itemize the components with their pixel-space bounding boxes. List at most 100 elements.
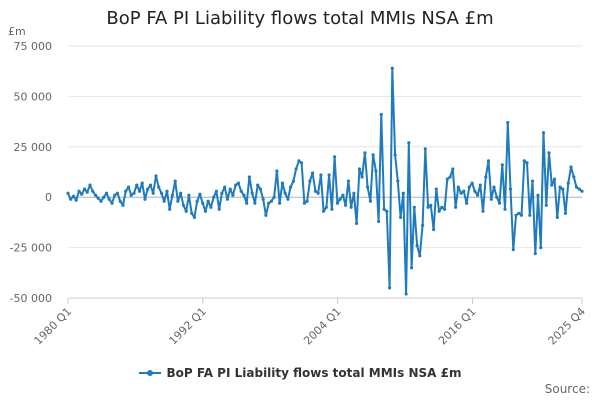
data-point bbox=[258, 187, 262, 191]
data-point bbox=[495, 195, 499, 199]
x-tick-label: 2004 Q1 bbox=[301, 305, 344, 348]
y-tick-label: 50 000 bbox=[14, 90, 53, 103]
data-point bbox=[275, 169, 279, 173]
data-point bbox=[503, 207, 507, 211]
data-point bbox=[346, 179, 350, 183]
data-point bbox=[561, 187, 565, 191]
data-point bbox=[316, 191, 320, 195]
data-point bbox=[530, 179, 535, 183]
data-point bbox=[102, 195, 106, 199]
data-point bbox=[368, 199, 372, 203]
data-point bbox=[522, 159, 526, 163]
data-point bbox=[415, 244, 419, 248]
data-point bbox=[269, 199, 273, 203]
series-line bbox=[67, 67, 583, 295]
data-point bbox=[443, 207, 447, 211]
data-point bbox=[198, 192, 202, 196]
data-point bbox=[115, 191, 120, 195]
data-point bbox=[492, 185, 496, 189]
data-point bbox=[357, 167, 361, 171]
data-point bbox=[289, 185, 293, 189]
data-point bbox=[176, 199, 180, 203]
data-point bbox=[536, 193, 540, 197]
data-point bbox=[236, 181, 240, 185]
data-point bbox=[168, 207, 172, 211]
data-point bbox=[85, 190, 89, 194]
data-point bbox=[137, 189, 142, 193]
series-line-group bbox=[66, 66, 584, 296]
data-point bbox=[574, 185, 579, 189]
data-point bbox=[212, 195, 216, 199]
data-point bbox=[418, 254, 422, 258]
data-point bbox=[363, 151, 367, 155]
data-point bbox=[148, 183, 153, 187]
data-point bbox=[80, 192, 84, 196]
data-point bbox=[456, 185, 460, 189]
data-point bbox=[261, 197, 265, 201]
data-point bbox=[170, 193, 174, 197]
y-tick-label: 75 000 bbox=[14, 40, 53, 53]
data-point bbox=[82, 187, 87, 191]
data-point bbox=[511, 248, 515, 252]
data-point bbox=[410, 266, 414, 270]
data-point bbox=[96, 196, 100, 200]
data-point bbox=[247, 175, 251, 179]
data-point bbox=[253, 201, 257, 205]
data-point bbox=[93, 193, 98, 197]
data-point bbox=[333, 155, 337, 159]
data-point bbox=[192, 215, 196, 219]
data-point bbox=[476, 193, 480, 197]
data-point bbox=[165, 189, 169, 193]
data-point bbox=[313, 189, 317, 193]
data-point bbox=[228, 187, 232, 191]
data-point bbox=[393, 153, 397, 157]
y-tick-label: -25 000 bbox=[10, 242, 52, 255]
data-point bbox=[349, 205, 353, 209]
data-point bbox=[107, 197, 111, 201]
data-point bbox=[465, 201, 469, 205]
data-point bbox=[286, 197, 290, 201]
data-point bbox=[478, 183, 482, 187]
data-point bbox=[555, 215, 559, 219]
data-point bbox=[311, 171, 315, 175]
data-point bbox=[300, 161, 304, 165]
data-point bbox=[506, 121, 510, 125]
data-point bbox=[220, 191, 224, 195]
data-point bbox=[217, 207, 221, 211]
data-point bbox=[91, 189, 95, 193]
data-point bbox=[412, 205, 416, 209]
data-point bbox=[129, 193, 133, 197]
data-point bbox=[151, 191, 155, 195]
data-point bbox=[223, 185, 227, 189]
data-point bbox=[558, 185, 562, 189]
data-point bbox=[360, 175, 364, 179]
legend-item[interactable]: BoP FA PI Liability flows total MMIs NSA… bbox=[138, 366, 461, 380]
data-point bbox=[297, 159, 301, 163]
data-point bbox=[484, 175, 488, 179]
data-point bbox=[305, 199, 309, 203]
data-point bbox=[572, 175, 576, 179]
data-point bbox=[162, 199, 166, 203]
data-point bbox=[533, 252, 537, 256]
data-point bbox=[544, 203, 548, 207]
data-point bbox=[146, 187, 150, 191]
data-point bbox=[113, 193, 117, 197]
data-point bbox=[231, 193, 235, 197]
data-point bbox=[366, 185, 370, 189]
data-point bbox=[124, 189, 128, 193]
data-point bbox=[569, 165, 573, 169]
x-axis: 1980 Q1 1992 Q1 2004 Q1 2016 Q1 2025 Q4 bbox=[32, 297, 588, 348]
data-point bbox=[264, 213, 268, 217]
data-point bbox=[242, 193, 246, 197]
data-point bbox=[407, 141, 411, 145]
data-point bbox=[374, 169, 378, 173]
data-point bbox=[423, 147, 427, 151]
data-point bbox=[563, 211, 568, 215]
data-point bbox=[143, 197, 147, 201]
data-point bbox=[280, 181, 284, 185]
data-point bbox=[371, 153, 375, 157]
data-point bbox=[552, 177, 557, 181]
data-point bbox=[399, 215, 403, 219]
data-point bbox=[195, 199, 199, 203]
